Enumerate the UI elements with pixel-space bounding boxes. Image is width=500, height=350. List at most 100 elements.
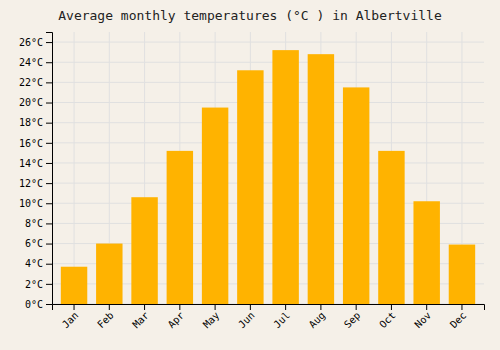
grid-line [52, 183, 484, 184]
tick-label: Nov [413, 310, 434, 331]
tick-label: 6°C [25, 238, 43, 249]
tick: 6°C [25, 238, 52, 249]
tick-label: Jan [60, 310, 81, 331]
tick-mark [391, 304, 392, 310]
tick-mark [46, 223, 52, 224]
tick-label: Feb [95, 310, 116, 331]
tick: Feb [95, 304, 116, 330]
tick: 10°C [19, 198, 52, 209]
tick-label: 24°C [19, 57, 43, 68]
tick-label: 12°C [19, 178, 43, 189]
grid-line [74, 32, 75, 304]
tick-mark [46, 163, 52, 164]
bar [131, 197, 157, 304]
bar [61, 267, 87, 304]
tick: 18°C [19, 117, 52, 128]
tick-label: Apr [166, 310, 187, 331]
tick-label: Sep [342, 310, 363, 331]
tick-label: 14°C [19, 158, 43, 169]
tick-mark [46, 143, 52, 144]
background [0, 0, 500, 350]
tick-label: 18°C [19, 117, 43, 128]
tick-label: 4°C [25, 258, 43, 269]
bar [308, 54, 334, 304]
tick: Oct [377, 304, 398, 330]
grid-line [52, 142, 484, 143]
bar [202, 108, 228, 304]
tick-label: 22°C [19, 77, 43, 88]
tick: 0°C [25, 299, 52, 310]
tick: Sep [342, 304, 363, 330]
tick-label: 2°C [25, 279, 43, 290]
bars [61, 50, 475, 304]
tick: 20°C [19, 97, 52, 108]
tick-mark [46, 244, 52, 245]
tick: May [201, 304, 222, 330]
tick-mark [74, 304, 75, 310]
tick-label: Jun [236, 310, 257, 331]
tick: 2°C [25, 279, 52, 290]
tick-label: May [201, 310, 222, 331]
tick: Jul [271, 304, 292, 330]
tick-label: 10°C [19, 198, 43, 209]
tick-label: 16°C [19, 138, 43, 149]
bar [343, 87, 369, 304]
tick-mark [46, 183, 52, 184]
grid [52, 32, 484, 304]
tick: Jun [236, 304, 257, 330]
axis-line [46, 33, 53, 305]
tick: 8°C [25, 218, 52, 229]
tick: Mar [130, 304, 151, 330]
bar [96, 244, 122, 304]
tick-mark [46, 103, 52, 104]
tick-mark [109, 304, 110, 310]
tick-mark [320, 304, 321, 310]
bar [449, 245, 475, 304]
tick-label: Aug [307, 310, 328, 331]
grid-line [52, 62, 484, 63]
tick-mark [250, 304, 251, 310]
tick-mark [46, 123, 52, 124]
tick-label: Mar [130, 310, 151, 331]
tick: Jan [60, 304, 81, 330]
tick: Dec [448, 304, 469, 330]
tick: Nov [413, 304, 434, 330]
chart: 0°C 2°C 4°C 6°C 8°C 10°C 12°C 14°C 16°C 18°C 20°C 2… [0, 0, 500, 350]
tick-label: 8°C [25, 218, 43, 229]
tick: 14°C [19, 158, 52, 169]
tick-label: Dec [448, 310, 469, 331]
tick-mark [46, 203, 52, 204]
tick-label: Oct [377, 310, 398, 331]
grid-line [52, 162, 484, 163]
tick: 22°C [19, 77, 52, 88]
plot: 0°C 2°C 4°C 6°C 8°C 10°C 12°C 14°C 16°C 18°C 20°C 2… [19, 32, 485, 330]
tick-mark [46, 304, 52, 305]
tick-mark [46, 42, 52, 43]
tick-mark [215, 304, 216, 310]
tick: 16°C [19, 138, 52, 149]
y-axis: 0°C 2°C 4°C 6°C 8°C 10°C 12°C 14°C 16°C 18°C 20°C 2… [19, 33, 53, 310]
tick: 24°C [19, 57, 52, 68]
bar [413, 201, 439, 304]
tick: Apr [166, 304, 187, 330]
bar [378, 151, 404, 304]
grid-line [52, 102, 484, 103]
bar [237, 70, 263, 304]
tick-mark [285, 304, 286, 310]
title: Average monthly temperatures (°C ) in Al… [58, 8, 442, 23]
tick-mark [46, 264, 52, 265]
tick-label: 26°C [19, 37, 43, 48]
axis-line [53, 305, 485, 311]
grid-line [52, 42, 484, 43]
tick: 4°C [25, 258, 52, 269]
tick-mark [46, 284, 52, 285]
bar [167, 151, 193, 304]
tick-mark [179, 304, 180, 310]
tick-mark [46, 62, 52, 63]
tick-label: 0°C [25, 299, 43, 310]
tick: 12°C [19, 178, 52, 189]
bar [272, 50, 298, 304]
tick-mark [46, 82, 52, 83]
tick-label: Jul [271, 310, 292, 331]
x-axis: Jan Feb Mar Apr May Jun Jul Aug Sep Oct Nov Dec [53, 304, 485, 330]
